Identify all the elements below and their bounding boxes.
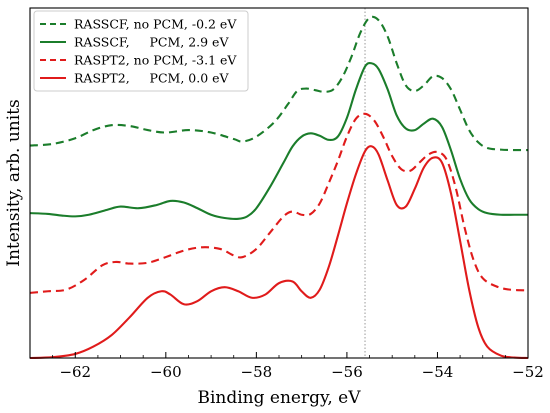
x-tick-label: −60 [150, 363, 182, 381]
legend-entry: RASPT2, no PCM, -3.1 eV [74, 53, 237, 68]
legend-box [33, 10, 249, 92]
x-tick-label: −54 [422, 363, 454, 381]
series-line-0 [29, 15, 529, 152]
y-axis-label: Intensity, arb. units [4, 99, 24, 267]
plot-frame [29, 7, 529, 359]
x-tick-label: −58 [241, 363, 273, 381]
legend-entry: RASSCF, PCM, 2.9 eV [74, 35, 229, 50]
legend-entry: RASSCF, no PCM, -0.2 eV [74, 17, 237, 32]
series-line-3 [29, 145, 529, 360]
x-tick-label: −62 [59, 363, 91, 381]
legend: RASSCF, no PCM, -0.2 eV RASSCF, PCM, 2.9 … [33, 10, 249, 92]
series-line-1 [29, 62, 528, 220]
x-tick-label: −56 [331, 363, 363, 381]
plot-area [29, 8, 529, 360]
legend-entry: RASPT2, PCM, 0.0 eV [74, 71, 230, 86]
series-line-2 [29, 112, 529, 294]
x-axis-label: Binding energy, eV [197, 388, 361, 408]
x-tick-label: −52 [512, 363, 544, 381]
x-axis-ticks: −62 −60 −58 −56 −54 −52 [29, 352, 544, 381]
